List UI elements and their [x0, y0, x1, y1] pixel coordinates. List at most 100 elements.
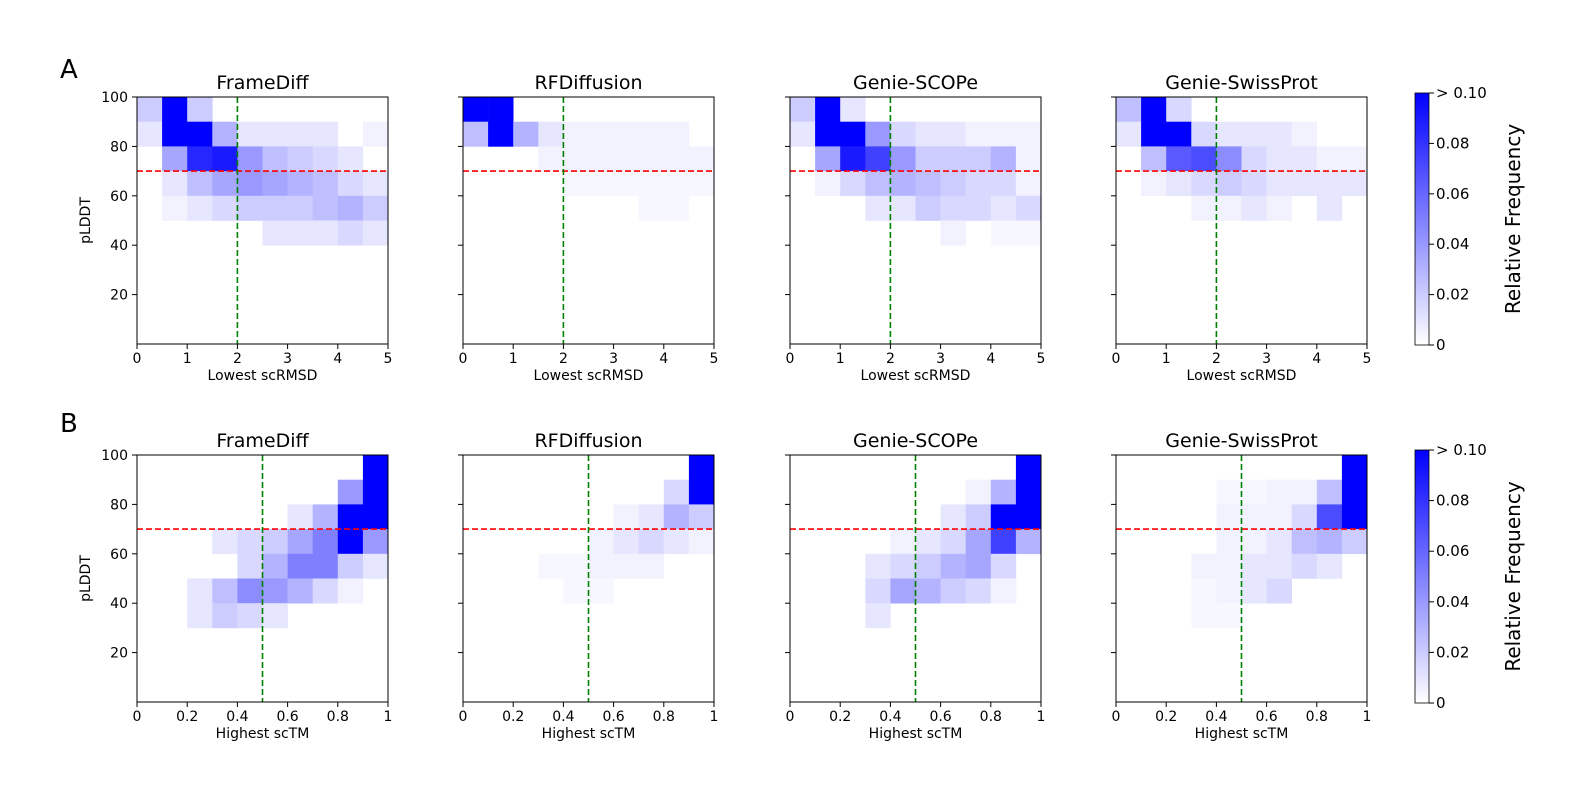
heatmap-cell: [463, 121, 489, 147]
heatmap-cell: [337, 578, 364, 604]
heatmap-cell: [1341, 146, 1368, 172]
heatmap-cell: [840, 121, 866, 147]
heatmap-cell: [1141, 146, 1167, 172]
heatmap-cell: [1116, 121, 1142, 147]
heatmap-cell: [513, 121, 539, 147]
heatmap-cell: [588, 529, 614, 555]
y-tick-label: 60: [110, 547, 128, 563]
heatmap-cell: [865, 121, 891, 147]
heatmap-cell: [187, 195, 213, 221]
y-tick-label: 60: [110, 189, 128, 205]
colorbar-tick-label: 0: [1436, 694, 1446, 712]
heatmap-cell: [815, 171, 841, 197]
heatmap-cell: [237, 578, 263, 604]
heatmap-cell: [463, 97, 489, 122]
y-tick-label: 40: [110, 238, 128, 254]
heatmap-cell: [1316, 195, 1343, 221]
heatmap-cell: [865, 195, 891, 221]
heatmap-cell: [1015, 479, 1042, 505]
heatmap-cell: [1241, 553, 1267, 579]
heatmap-cell: [588, 121, 614, 147]
heatmap-cell: [237, 146, 263, 172]
heatmap-cell: [915, 146, 941, 172]
heatmap-cell: [162, 146, 188, 172]
heatmap-cell: [312, 529, 339, 555]
heatmap-cell: [1216, 479, 1242, 505]
heatmap-cell: [237, 195, 263, 221]
heatmap-cell: [1241, 171, 1267, 197]
heatmap-cell: [362, 121, 389, 147]
x-tick-label: 0: [459, 709, 468, 725]
heatmap-cell: [162, 195, 188, 221]
x-tick-label: 5: [710, 351, 719, 367]
heatmap-cell: [1191, 121, 1217, 147]
heatmap-cell: [1341, 479, 1368, 505]
x-tick-label: 0.6: [276, 709, 298, 725]
colorbar-a: > 0.10 0.08 0.06 0.04 0.02 0 Relative Frequenc…: [1414, 84, 1525, 354]
x-tick-label: 1: [1162, 351, 1171, 367]
heatmap-a-3: Genie-SCOPe 0 1 2 3 4 5 Lowest scRMSD: [785, 72, 1045, 384]
heatmap-cell: [940, 121, 966, 147]
heatmap-cell: [1216, 553, 1242, 579]
x-tick-label: 1: [710, 709, 719, 725]
colorbar-tick-label: > 0.10: [1436, 84, 1487, 102]
heatmap-cell: [1266, 171, 1292, 197]
x-tick-label: 0.4: [552, 709, 574, 725]
heatmap-cell: [613, 553, 639, 579]
heatmap-cell: [262, 195, 288, 221]
heatmap-cell: [1241, 504, 1267, 530]
heatmap-cell: [212, 603, 238, 629]
plot-title: FrameDiff: [216, 72, 309, 94]
heatmap-cell: [287, 504, 313, 530]
heatmap-cell: [890, 195, 916, 221]
x-tick-label: 0.8: [1306, 709, 1328, 725]
heatmap-a-4: Genie-SwissProt 0 1 2 3 4 5 Lowest scRMSD: [1111, 72, 1371, 384]
x-tick-label: 1: [509, 351, 518, 367]
heatmap-cell: [1266, 529, 1292, 555]
heatmap-cell: [1015, 220, 1042, 246]
heatmap-cell: [815, 121, 841, 147]
heatmap-cell: [1266, 578, 1292, 604]
heatmap-cell: [1341, 455, 1368, 480]
heatmap-b-1: FrameDiff 0 0.2 0.4 0.6 0.8 1 Highest scTM 20 40 6…: [78, 430, 392, 742]
heatmap-cell: [1141, 171, 1167, 197]
heatmap-cell: [287, 195, 313, 221]
heatmap-cell: [1015, 121, 1042, 147]
heatmap-cell: [538, 553, 564, 579]
heatmap-cell: [890, 553, 916, 579]
colorbar-tick-label: 0.08: [1436, 134, 1469, 152]
x-tick-label: 0.4: [1205, 709, 1227, 725]
heatmap-cell: [1241, 479, 1267, 505]
heatmap-cell: [187, 146, 213, 172]
heatmap-cell: [663, 504, 690, 530]
heatmap-cell: [588, 146, 614, 172]
heatmap-cell: [337, 479, 364, 505]
heatmap-cell: [965, 504, 992, 530]
heatmap-cell: [890, 529, 916, 555]
heatmap-cell: [865, 171, 891, 197]
heatmap-cell: [1015, 146, 1042, 172]
heatmap-cell: [613, 121, 639, 147]
heatmap-cell: [1166, 171, 1192, 197]
x-tick-label: 0.4: [879, 709, 901, 725]
plot-frame: [789, 454, 1042, 703]
x-tick-label: 2: [1212, 351, 1221, 367]
plot-title: Genie-SCOPe: [853, 72, 978, 94]
heatmap-cell: [965, 529, 992, 555]
heatmap-cell: [337, 504, 364, 530]
heatmap-cell: [337, 146, 364, 172]
x-tick-label: 0: [1112, 351, 1121, 367]
x-tick-label: 2: [886, 351, 895, 367]
heatmap-cell: [865, 603, 891, 629]
heatmap-cell: [990, 146, 1017, 172]
heatmap-cell: [613, 146, 639, 172]
heatmap-cell: [638, 171, 665, 197]
heatmap-cell: [1266, 479, 1292, 505]
heatmap-cell: [890, 121, 916, 147]
heatmap-b-3: Genie-SCOPe 0 0.2 0.4 0.6 0.8 1 Highest scTM: [785, 430, 1045, 742]
x-tick-label: 0.2: [176, 709, 198, 725]
heatmap-cell: [965, 171, 992, 197]
heatmap-cell: [1191, 553, 1217, 579]
x-axis-label: Highest scTM: [216, 726, 310, 742]
x-tick-label: 3: [609, 351, 618, 367]
